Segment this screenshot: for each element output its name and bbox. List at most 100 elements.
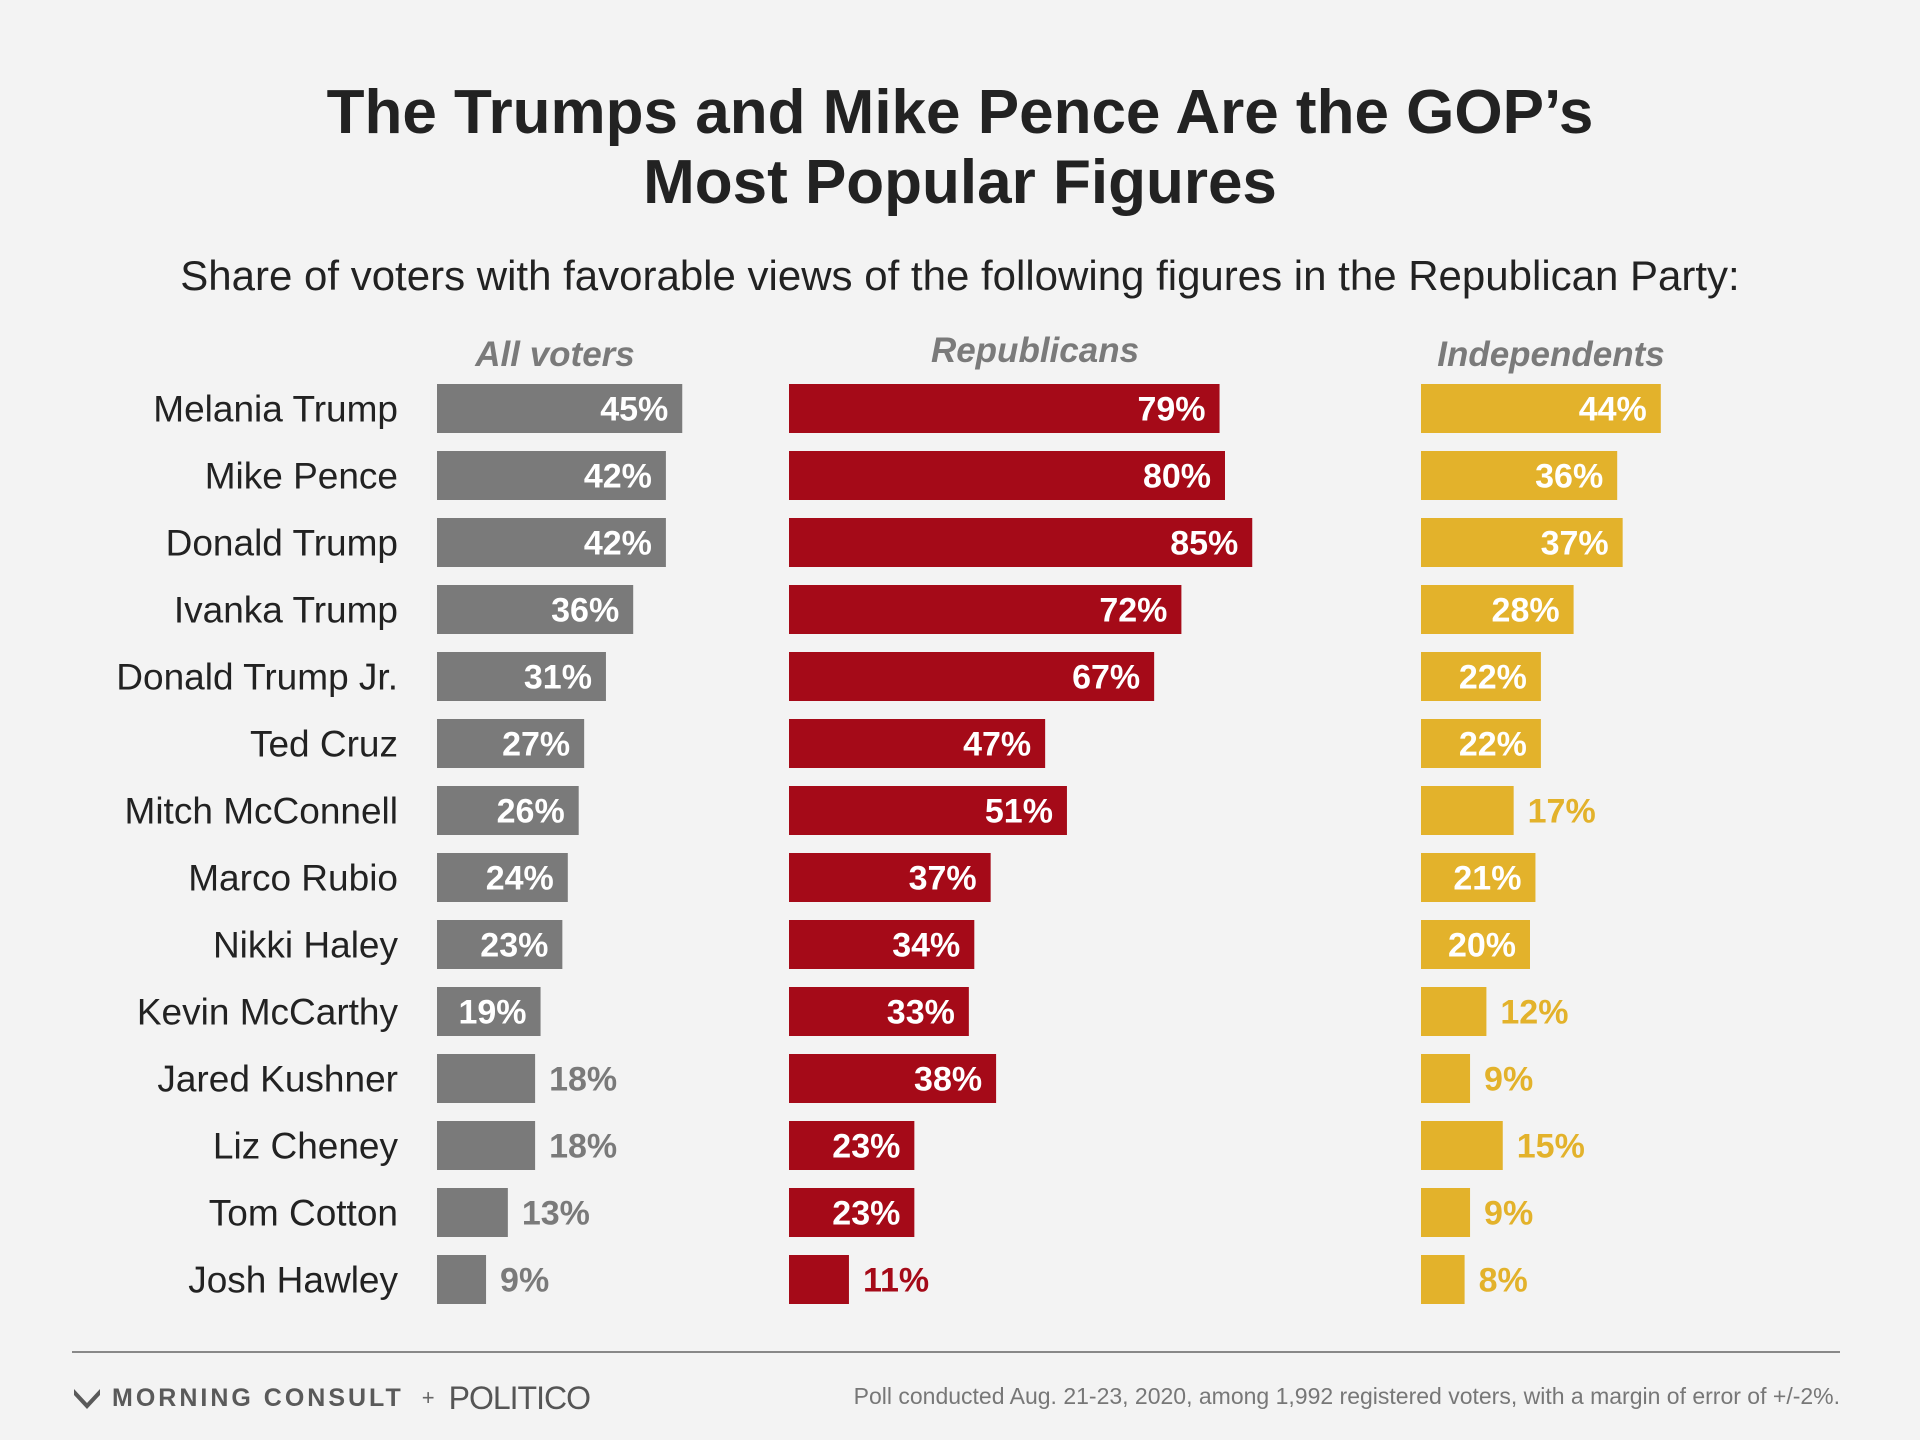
value-label-all-voters-marco-rubio: 24% xyxy=(486,860,554,898)
value-label-all-voters-nikki-haley: 23% xyxy=(480,927,548,965)
bar-all-voters-kevin-mccarthy xyxy=(437,987,541,1036)
value-label-republicans-donald-trump-jr: 67% xyxy=(1072,659,1140,697)
row-label-tom-cotton: Tom Cotton xyxy=(209,1193,398,1234)
value-label-independents-donald-trump-jr: 22% xyxy=(1459,659,1527,697)
bar-all-voters-marco-rubio xyxy=(437,853,568,902)
value-label-independents-melania-trump: 44% xyxy=(1579,391,1647,429)
footer-logos: MORNING CONSULT + POLITICO xyxy=(72,1378,591,1418)
politico-logo-text: POLITICO xyxy=(448,1379,591,1416)
bar-republicans-nikki-haley xyxy=(789,920,975,969)
value-label-independents-nikki-haley: 20% xyxy=(1448,927,1516,965)
value-label-republicans-ted-cruz: 47% xyxy=(963,726,1031,764)
bar-republicans-donald-trump-jr xyxy=(789,652,1155,701)
value-label-independents-mitch-mcconnell: 17% xyxy=(1528,793,1596,831)
bar-all-voters-donald-trump xyxy=(437,518,666,567)
bar-republicans-ivanka-trump xyxy=(789,585,1182,634)
bar-republicans-ted-cruz xyxy=(789,719,1046,768)
bar-republicans-mitch-mcconnell xyxy=(789,786,1067,835)
poll-note: Poll conducted Aug. 21-23, 2020, among 1… xyxy=(853,1383,1840,1409)
bar-independents-ivanka-trump xyxy=(1421,585,1574,634)
bar-republicans-jared-kushner xyxy=(789,1054,997,1103)
value-label-republicans-tom-cotton: 23% xyxy=(832,1195,900,1233)
value-label-republicans-jared-kushner: 38% xyxy=(914,1061,982,1099)
bar-all-voters-melania-trump xyxy=(437,384,683,433)
bar-independents-kevin-mccarthy xyxy=(1421,987,1487,1036)
bar-independents-liz-cheney xyxy=(1421,1121,1503,1170)
bar-all-voters-jared-kushner xyxy=(437,1054,536,1103)
row-label-nikki-haley: Nikki Haley xyxy=(213,925,399,966)
row-label-kevin-mccarthy: Kevin McCarthy xyxy=(137,992,399,1033)
chart-subtitle: Share of voters with favorable views of … xyxy=(180,252,1740,299)
panel-title-all-voters: All voters xyxy=(474,335,635,374)
value-label-all-voters-mitch-mcconnell: 26% xyxy=(497,793,565,831)
value-label-all-voters-donald-trump: 42% xyxy=(584,525,652,563)
value-label-all-voters-mike-pence: 42% xyxy=(584,458,652,496)
bar-independents-jared-kushner xyxy=(1421,1054,1471,1103)
morning-consult-logo-text: MORNING CONSULT xyxy=(112,1383,404,1412)
footer-divider xyxy=(72,1351,1840,1353)
bar-independents-nikki-haley xyxy=(1421,920,1530,969)
bar-independents-donald-trump-jr xyxy=(1421,652,1541,701)
bar-independents-mike-pence xyxy=(1421,451,1618,500)
row-label-josh-hawley: Josh Hawley xyxy=(188,1260,398,1301)
value-label-independents-tom-cotton: 9% xyxy=(1484,1195,1533,1233)
panel-title-independents: Independents xyxy=(1437,335,1665,374)
bar-independents-mitch-mcconnell xyxy=(1421,786,1514,835)
bar-chart: Melania Trump Mike Pence Donald Trump Ivank… xyxy=(116,331,1665,1304)
value-label-all-voters-ivanka-trump: 36% xyxy=(551,592,619,630)
logo-plus: + xyxy=(421,1385,435,1410)
value-label-republicans-mitch-mcconnell: 51% xyxy=(985,793,1053,831)
bar-independents-tom-cotton xyxy=(1421,1188,1471,1237)
value-label-republicans-donald-trump: 85% xyxy=(1170,525,1238,563)
row-label-jared-kushner: Jared Kushner xyxy=(157,1059,398,1100)
bar-all-voters-mitch-mcconnell xyxy=(437,786,579,835)
value-label-independents-ted-cruz: 22% xyxy=(1459,726,1527,764)
bar-all-voters-tom-cotton xyxy=(437,1188,508,1237)
value-label-independents-ivanka-trump: 28% xyxy=(1492,592,1560,630)
bar-republicans-josh-hawley xyxy=(789,1255,849,1304)
value-label-all-voters-jared-kushner: 18% xyxy=(549,1061,617,1099)
bar-republicans-marco-rubio xyxy=(789,853,991,902)
bar-all-voters-donald-trump-jr xyxy=(437,652,606,701)
bar-republicans-melania-trump xyxy=(789,384,1220,433)
bar-all-voters-liz-cheney xyxy=(437,1121,536,1170)
bar-republicans-liz-cheney xyxy=(789,1121,915,1170)
bar-independents-donald-trump xyxy=(1421,518,1623,567)
value-label-independents-kevin-mccarthy: 12% xyxy=(1500,994,1568,1032)
value-label-all-voters-tom-cotton: 13% xyxy=(522,1195,590,1233)
row-label-marco-rubio: Marco Rubio xyxy=(188,858,398,899)
bar-all-voters-mike-pence xyxy=(437,451,666,500)
title-line-2: Most Popular Figures xyxy=(643,148,1277,217)
value-label-republicans-ivanka-trump: 72% xyxy=(1099,592,1167,630)
value-label-all-voters-donald-trump-jr: 31% xyxy=(524,659,592,697)
bar-republicans-tom-cotton xyxy=(789,1188,915,1237)
row-label-mike-pence: Mike Pence xyxy=(205,456,398,497)
morning-consult-logo-icon xyxy=(74,1389,100,1409)
value-label-republicans-liz-cheney: 23% xyxy=(832,1128,900,1166)
row-label-mitch-mcconnell: Mitch McConnell xyxy=(125,791,398,832)
value-label-independents-jared-kushner: 9% xyxy=(1484,1061,1533,1099)
row-label-ivanka-trump: Ivanka Trump xyxy=(174,590,398,631)
bar-all-voters-ivanka-trump xyxy=(437,585,634,634)
row-label-donald-trump-jr: Donald Trump Jr. xyxy=(116,657,398,698)
value-label-all-voters-josh-hawley: 9% xyxy=(500,1262,549,1300)
row-label-donald-trump: Donald Trump xyxy=(166,523,398,564)
bar-all-voters-nikki-haley xyxy=(437,920,563,969)
bar-republicans-donald-trump xyxy=(789,518,1253,567)
value-label-republicans-melania-trump: 79% xyxy=(1137,391,1205,429)
value-label-republicans-josh-hawley: 11% xyxy=(863,1262,929,1300)
value-label-all-voters-liz-cheney: 18% xyxy=(549,1128,617,1166)
row-label-ted-cruz: Ted Cruz xyxy=(250,724,398,765)
chart-title: The Trumps and Mike Pence Are the GOP’s … xyxy=(0,78,1920,218)
bar-all-voters-ted-cruz xyxy=(437,719,585,768)
value-label-republicans-mike-pence: 80% xyxy=(1143,458,1211,496)
bar-republicans-kevin-mccarthy xyxy=(789,987,969,1036)
value-label-republicans-kevin-mccarthy: 33% xyxy=(887,994,955,1032)
value-label-independents-donald-trump: 37% xyxy=(1541,525,1609,563)
value-label-independents-josh-hawley: 8% xyxy=(1479,1262,1528,1300)
value-label-independents-marco-rubio: 21% xyxy=(1453,860,1521,898)
bar-independents-ted-cruz xyxy=(1421,719,1541,768)
bar-independents-marco-rubio xyxy=(1421,853,1536,902)
row-label-melania-trump: Melania Trump xyxy=(153,389,398,430)
value-label-republicans-nikki-haley: 34% xyxy=(892,927,960,965)
